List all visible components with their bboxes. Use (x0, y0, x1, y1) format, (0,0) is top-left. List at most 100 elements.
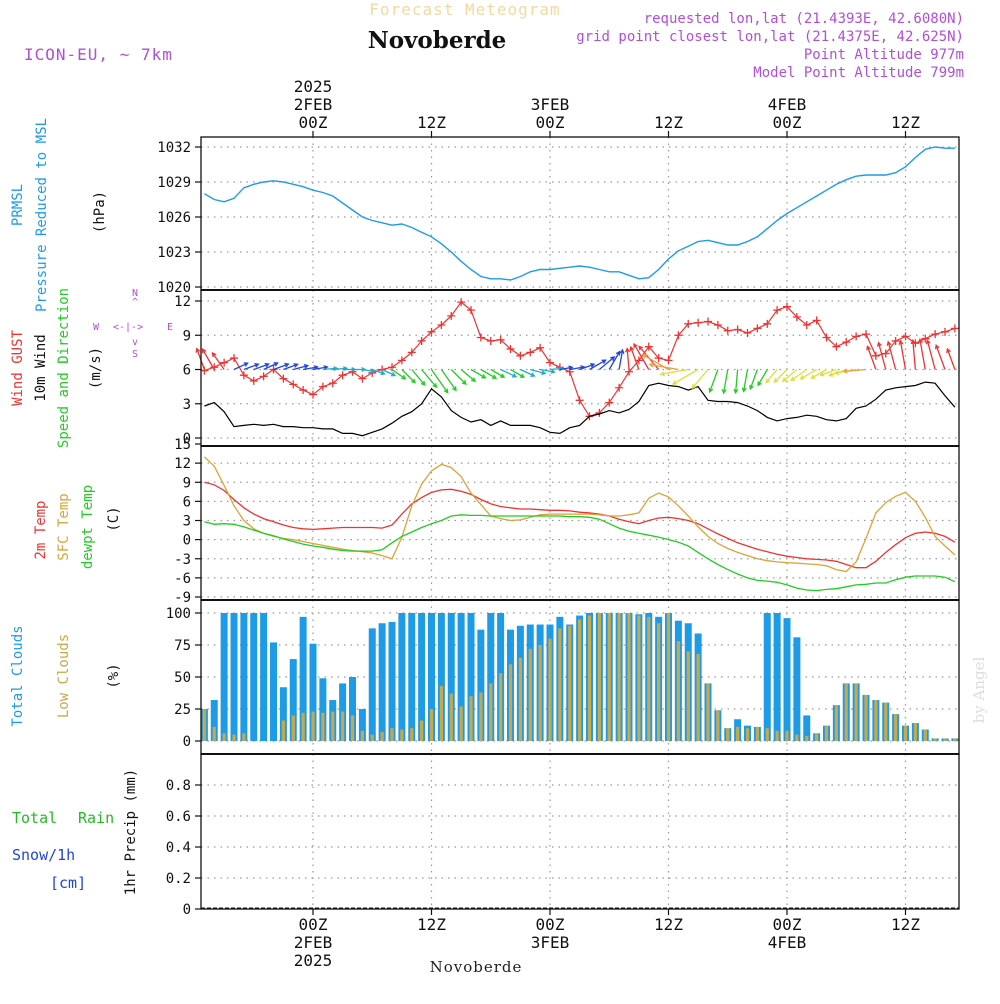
wind-dir-arrow (626, 348, 630, 370)
temp-labels: 2m Temp SFC Temp dewpt Temp (C) (33, 485, 122, 569)
gust-marker (862, 330, 870, 339)
wind-dir-arrow (440, 369, 457, 391)
low-cloud-bar (765, 728, 769, 741)
low-cloud-bar (884, 702, 888, 741)
gust-marker (802, 320, 811, 329)
low-cloud-bar (755, 726, 759, 741)
wind-dir-arrow (421, 369, 437, 388)
wind-dir-arrowhead (243, 362, 249, 367)
low-cloud-bar (874, 700, 878, 741)
y-tick-label: 3 (183, 397, 191, 413)
wind-dir-arrow (820, 368, 837, 376)
wind-dir-arrow (618, 349, 624, 370)
low-cloud-bar (548, 638, 552, 741)
cloud-labels: Total Clouds Low Clouds (%) (10, 625, 122, 726)
gust-marker (506, 344, 515, 353)
pressure-line (204, 146, 955, 281)
wind-dir-arrow (253, 363, 269, 371)
low-cloud-bar (331, 711, 335, 741)
low-cloud-bar (439, 685, 443, 741)
y-tick-label: 0 (183, 734, 191, 750)
wind-dir-arrow (391, 368, 406, 380)
low-cloud-bar (844, 683, 848, 741)
y-tick-label: 1023 (157, 245, 191, 261)
low-cloud-bar (301, 712, 305, 741)
y-tick-label: 1020 (157, 280, 191, 296)
low-cloud-bar (775, 730, 779, 741)
wind-dir-arrow (273, 363, 289, 371)
total-cloud-bar (783, 618, 791, 741)
y-tick-label: 15 (174, 437, 191, 453)
gust-marker (536, 343, 545, 352)
y-tick-label: 12 (174, 456, 191, 472)
wind-dir-arrowhead (550, 369, 556, 374)
x-tick-label-bottom: 00Z (773, 915, 802, 934)
low-cloud-bar (429, 709, 434, 741)
wind-dir-arrow (500, 368, 517, 378)
total-cloud-bar (260, 613, 268, 741)
wind-dir-arrowhead (925, 339, 931, 345)
gust-marker (743, 328, 752, 337)
temp-sfc-line (203, 456, 956, 573)
x-tick-label-top: 12Z (654, 113, 683, 132)
total-cloud-bar (368, 628, 376, 741)
gust-marker (397, 356, 406, 365)
total-cloud-bar (349, 677, 356, 741)
wind-dir-arrow (709, 369, 719, 393)
wind-dir-arrowhead (910, 338, 916, 345)
gust-marker (476, 333, 485, 342)
gust-marker (891, 336, 900, 345)
y-tick-label: 1029 (157, 175, 191, 191)
wind-dir-arrowhead (629, 345, 635, 352)
gust-marker (881, 349, 890, 358)
y-tick-label: -9 (174, 590, 191, 606)
low-cloud-bar (212, 726, 216, 741)
y-tick-label: 9 (183, 475, 191, 491)
gust-marker (457, 298, 466, 307)
pressure-unit: (hPa) (92, 191, 108, 233)
wind-dir-arrowhead (380, 370, 386, 376)
wind-dir-arrow (672, 368, 699, 385)
wind-dir-arrowhead (633, 342, 638, 349)
low-cloud-bar (242, 733, 246, 741)
low-cloud-bar (637, 615, 641, 741)
y-tick-label: 0.8 (166, 778, 191, 794)
gust-marker (783, 302, 791, 311)
wind-dir-arrowhead (519, 373, 526, 378)
temp-label-2m: 2m Temp (33, 500, 49, 559)
total-cloud-bar (319, 678, 327, 741)
low-cloud-bar (508, 664, 513, 741)
wind-dir-arrowhead (842, 368, 848, 374)
x-tick-label-top: 3FEB (531, 95, 570, 114)
low-cloud-bar (459, 706, 463, 741)
low-cloud-bar (578, 619, 582, 741)
wind-dir-arrow (899, 340, 907, 370)
wind-dir-arrowhead (648, 362, 654, 368)
total-cloud-bar (299, 616, 307, 741)
wind-dir-arrow (919, 339, 926, 370)
wind-dir-arrowhead (201, 348, 207, 354)
low-cloud-bar (311, 711, 315, 741)
model-label: ICON-EU, ~ 7km (24, 45, 173, 64)
location-title: Novoberde (368, 27, 507, 54)
x-tick-label-top: 00Z (299, 113, 328, 132)
low-cloud-bar (706, 683, 710, 741)
gust-marker (447, 311, 456, 320)
wind-dir-arrowhead (810, 374, 816, 379)
total-cloud-bar (408, 613, 416, 741)
low-cloud-bar (933, 738, 937, 741)
temp-unit: (C) (106, 506, 122, 531)
gust-marker (338, 371, 347, 380)
precip-label-total: Total (12, 809, 57, 827)
low-cloud-bar (291, 715, 295, 741)
gust-marker (467, 306, 475, 315)
compass-n: N (132, 288, 138, 299)
gust-marker (812, 316, 821, 325)
wind-dir-arrowhead (833, 370, 840, 376)
total-cloud-bar (378, 623, 386, 741)
wind-dir-arrowhead (671, 380, 678, 385)
wind-dir-arrow (722, 369, 729, 394)
wind-dir-arrow (460, 369, 476, 382)
wind-dir-arrowhead (420, 380, 426, 387)
